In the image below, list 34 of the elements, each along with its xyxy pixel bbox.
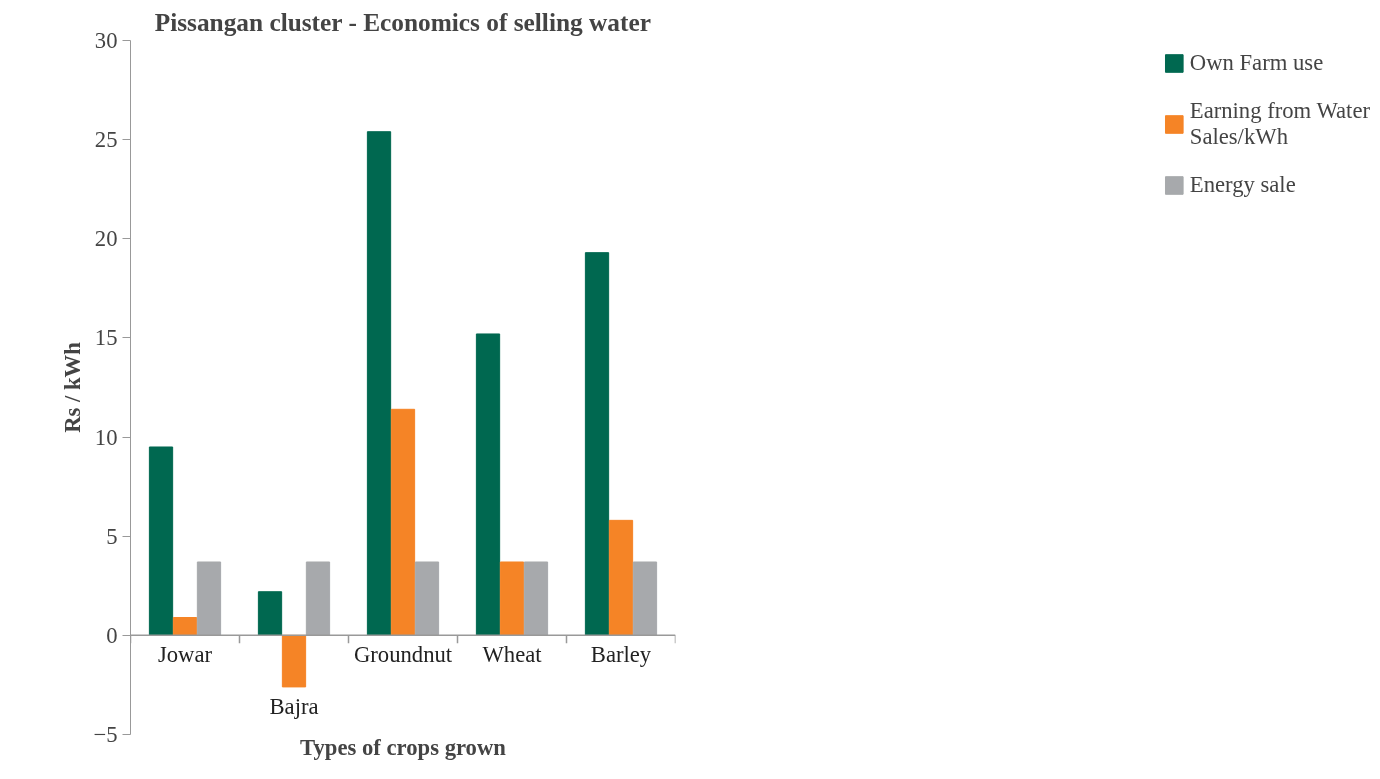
- bar: [196, 561, 222, 636]
- bar: [390, 408, 416, 636]
- x-tick-label: Wheat: [482, 642, 543, 668]
- y-tick-label: 25: [94, 127, 118, 153]
- y-tick-label: −5: [93, 722, 118, 747]
- x-axis-title: Types of crops grown: [300, 734, 507, 760]
- bar: [172, 617, 198, 636]
- y-tick-label: 10: [94, 424, 118, 450]
- x-tick-label: Barley: [590, 642, 652, 668]
- bar: [523, 561, 549, 636]
- y-tick-label: 30: [94, 28, 118, 53]
- bar: [366, 131, 392, 636]
- y-tick-label: 15: [94, 325, 118, 351]
- bar: [608, 519, 634, 636]
- y-tick-label: 20: [94, 226, 118, 252]
- x-tick-label: Bajra: [269, 693, 319, 719]
- y-axis-title: Rs / kWh: [60, 341, 86, 433]
- y-tick-label: 5: [106, 523, 118, 549]
- bar: [257, 591, 283, 636]
- bar: [305, 561, 331, 636]
- x-tick-label: Groundnut: [353, 642, 453, 668]
- x-tick-label: Jowar: [157, 642, 213, 668]
- bar: [148, 446, 174, 636]
- legend-label: Energy sale: [1189, 172, 1296, 198]
- bar: [632, 561, 658, 636]
- bar: [475, 333, 501, 636]
- bar: [281, 634, 307, 688]
- chart-title: Pissangan cluster - Economics of selling water: [154, 7, 651, 36]
- y-tick-label: 0: [106, 622, 118, 648]
- bar: [584, 252, 610, 636]
- bar: [499, 561, 525, 636]
- legend-label: Earning from Water Sales/kWh: [1189, 98, 1370, 150]
- bar: [414, 561, 440, 636]
- legend-label: Own Farm use: [1189, 50, 1324, 76]
